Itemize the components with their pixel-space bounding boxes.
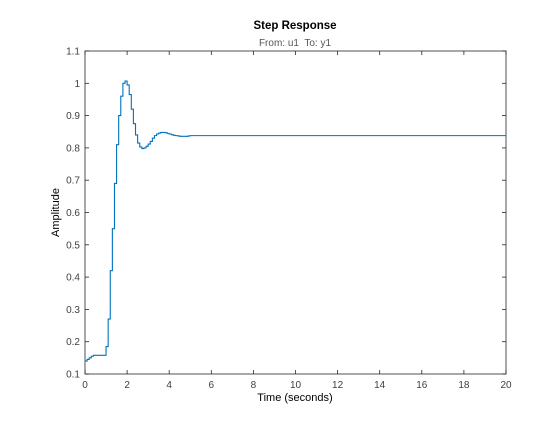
x-tick-label-4: 8 — [251, 380, 257, 391]
y-tick-label-8: 0.9 — [66, 111, 80, 122]
x-tick-label-0: 0 — [82, 380, 88, 391]
y-axis-ticks: 0.1 0.2 0.3 0.4 0.5 0.6 0.7 0.8 0.9 1 1.1 — [66, 47, 506, 381]
y-tick-label-4: 0.5 — [66, 240, 80, 251]
x-tick-label-6: 12 — [332, 380, 344, 391]
chart-subtitle: From: u1 To: y1 — [259, 38, 332, 49]
x-tick-label-5: 10 — [290, 380, 302, 391]
y-tick-label-9: 1 — [74, 79, 80, 90]
x-axis-label: Time (seconds) — [257, 392, 332, 404]
y-tick-label-6: 0.7 — [66, 176, 80, 187]
x-tick-label-3: 6 — [209, 380, 215, 391]
x-tick-label-2: 4 — [166, 380, 172, 391]
y-tick-label-1: 0.2 — [66, 337, 80, 348]
y-tick-label-5: 0.6 — [66, 208, 80, 219]
y-axis-label: Amplitude — [50, 188, 62, 237]
x-tick-label-7: 14 — [374, 380, 386, 391]
x-tick-label-1: 2 — [124, 380, 130, 391]
x-axis-ticks: 0 2 4 6 8 10 12 14 16 18 20 — [82, 51, 512, 391]
plot-area — [84, 50, 507, 375]
y-tick-label-3: 0.4 — [66, 273, 80, 284]
y-tick-label-10: 1.1 — [66, 47, 80, 58]
x-tick-label-9: 18 — [458, 380, 470, 391]
chart-title: Step Response — [253, 20, 336, 32]
y-tick-label-7: 0.8 — [66, 143, 80, 154]
y-tick-label-2: 0.3 — [66, 305, 80, 316]
x-tick-label-8: 16 — [416, 380, 428, 391]
step-response-line — [85, 80, 506, 362]
y-tick-label-0: 0.1 — [66, 370, 80, 381]
x-tick-label-10: 20 — [500, 380, 512, 391]
